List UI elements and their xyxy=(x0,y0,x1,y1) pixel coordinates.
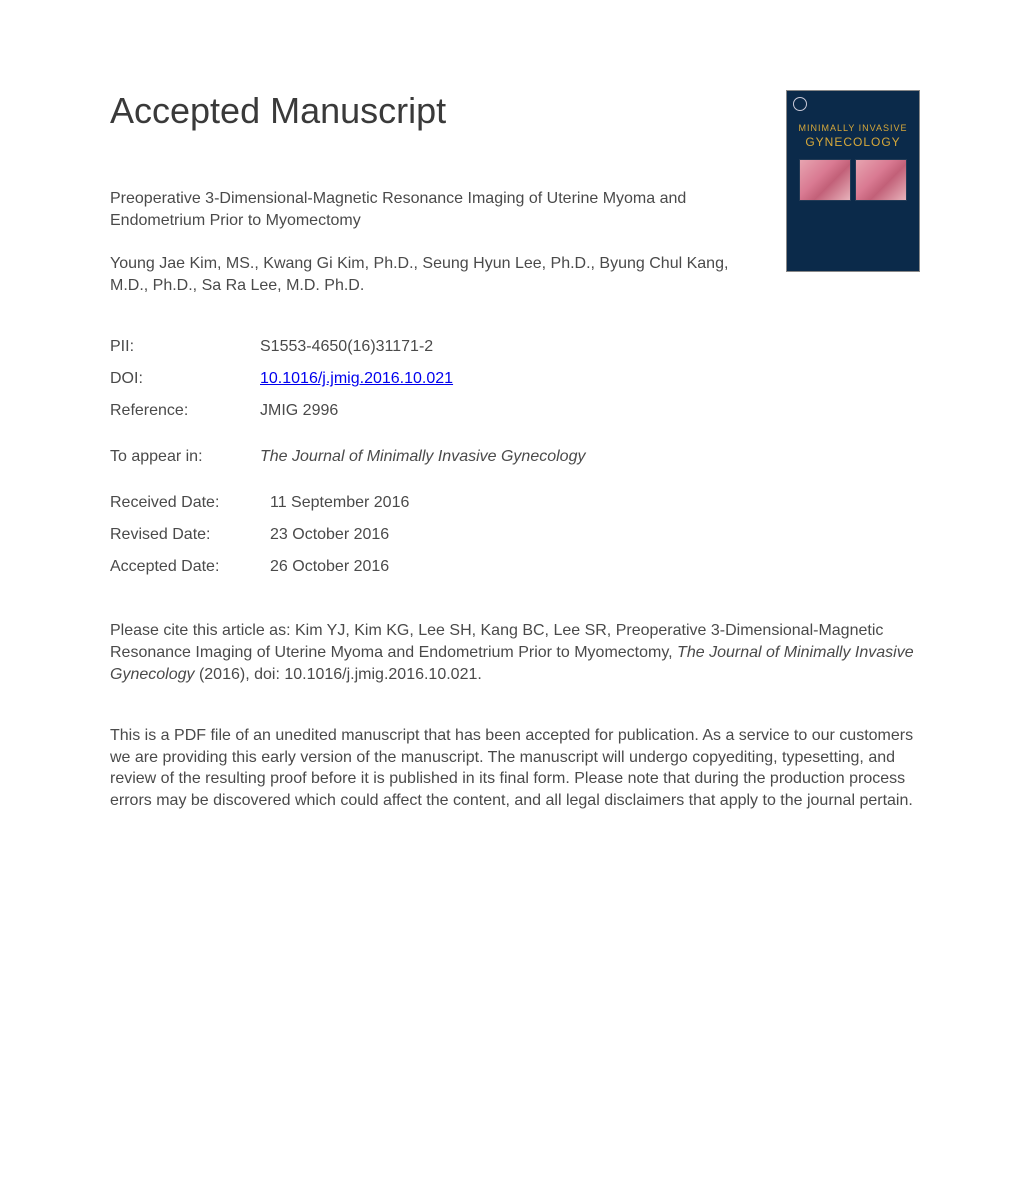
cover-logo-icon xyxy=(793,97,807,111)
pii-label: PII: xyxy=(110,338,260,356)
cover-footer xyxy=(793,255,913,261)
meta-row-received: Received Date: 11 September 2016 xyxy=(110,494,920,512)
revised-label: Revised Date: xyxy=(110,526,270,544)
accepted-label: Accepted Date: xyxy=(110,558,270,576)
meta-row-appearin: To appear in: The Journal of Minimally I… xyxy=(110,448,920,466)
dates-block: Received Date: 11 September 2016 Revised… xyxy=(110,494,920,576)
meta-row-doi: DOI: 10.1016/j.jmig.2016.10.021 xyxy=(110,370,920,388)
cover-photo-left xyxy=(799,159,851,201)
meta-row-revised: Revised Date: 23 October 2016 xyxy=(110,526,920,544)
reference-label: Reference: xyxy=(110,402,260,420)
meta-row-pii: PII: S1553-4650(16)31171-2 xyxy=(110,338,920,356)
doi-link[interactable]: 10.1016/j.jmig.2016.10.021 xyxy=(260,370,453,388)
cover-photo-right xyxy=(855,159,907,201)
cover-photo-row xyxy=(793,159,913,201)
doi-label: DOI: xyxy=(110,370,260,388)
received-value: 11 September 2016 xyxy=(270,494,409,512)
disclaimer-text: This is a PDF file of an unedited manusc… xyxy=(110,725,920,811)
pii-value: S1553-4650(16)31171-2 xyxy=(260,338,433,356)
cover-title-line1: MINIMALLY INVASIVE xyxy=(793,123,913,133)
appearin-label: To appear in: xyxy=(110,448,260,466)
citation-suffix: (2016), doi: 10.1016/j.jmig.2016.10.021. xyxy=(195,666,482,683)
appearin-value: The Journal of Minimally Invasive Gyneco… xyxy=(260,448,585,466)
meta-row-reference: Reference: JMIG 2996 xyxy=(110,402,920,420)
article-title: Preoperative 3-Dimensional-Magnetic Reso… xyxy=(110,188,750,231)
metadata-block: PII: S1553-4650(16)31171-2 DOI: 10.1016/… xyxy=(110,338,920,420)
accepted-value: 26 October 2016 xyxy=(270,558,389,576)
reference-value: JMIG 2996 xyxy=(260,402,338,420)
journal-cover-thumbnail: MINIMALLY INVASIVE GYNECOLOGY xyxy=(786,90,920,272)
cover-title-line2: GYNECOLOGY xyxy=(793,135,913,149)
meta-row-accepted: Accepted Date: 26 October 2016 xyxy=(110,558,920,576)
article-authors: Young Jae Kim, MS., Kwang Gi Kim, Ph.D.,… xyxy=(110,253,750,296)
received-label: Received Date: xyxy=(110,494,270,512)
revised-value: 23 October 2016 xyxy=(270,526,389,544)
citation-text: Please cite this article as: Kim YJ, Kim… xyxy=(110,620,920,685)
